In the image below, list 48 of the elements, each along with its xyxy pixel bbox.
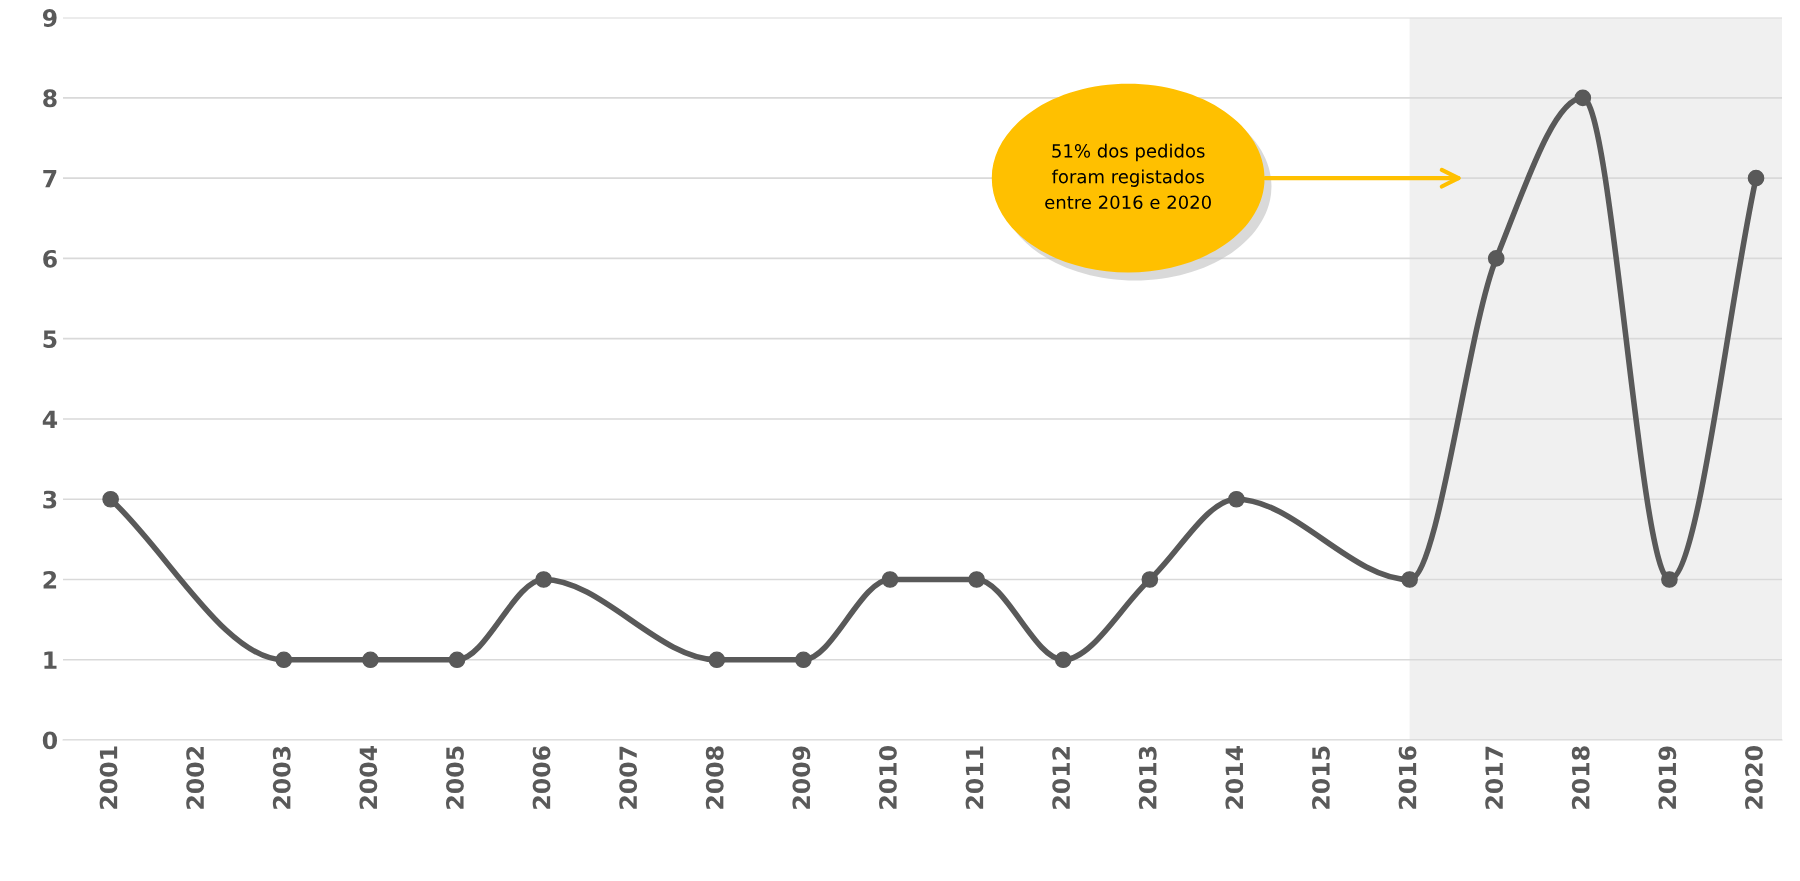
y-tick-label: 9: [42, 9, 57, 27]
x-tick-label: 2001: [99, 746, 118, 809]
point: [1574, 89, 1592, 107]
point: [881, 571, 899, 588]
point: [1747, 169, 1765, 187]
x-tick-label: 2020: [1745, 746, 1763, 809]
y-tick-label: 8: [43, 89, 57, 108]
x-tick-label: 2007: [619, 746, 638, 809]
point: [1661, 571, 1678, 588]
x-tick-label: 2004: [359, 745, 378, 809]
x-tick-label: 2016: [1398, 746, 1417, 809]
annotation: 51% dos pedidos foram registados entre 2016 e 2020: [1045, 143, 1211, 210]
y-tick-label: 4: [42, 410, 58, 428]
x-tick-label: 2003: [272, 746, 291, 809]
x-tick-label: 2009: [792, 746, 811, 809]
point: [1141, 571, 1159, 588]
y-tick-label: 5: [43, 330, 57, 348]
x-tick-label: 2019: [1658, 746, 1677, 809]
point: [968, 571, 985, 588]
y-tick-label: 6: [43, 249, 57, 268]
y-tick-label: 2: [43, 570, 57, 589]
x-tick-label: 2014: [1225, 745, 1244, 809]
point: [1228, 490, 1245, 508]
x-tick-label: 2006: [532, 746, 551, 809]
point: [708, 651, 726, 669]
x-tick-label: 2010: [879, 746, 897, 809]
y-tick-label: 7: [43, 169, 57, 188]
y-tick-label: 1: [44, 651, 57, 669]
point: [362, 651, 379, 669]
x-tick-label: 2002: [186, 746, 205, 809]
point: [1054, 651, 1072, 669]
x-tick-label: 2018: [1571, 746, 1590, 809]
y-tick-label: 3: [43, 490, 57, 509]
x-tick-label: 2012: [1052, 746, 1071, 809]
x-tick-label: 2005: [446, 746, 464, 809]
point: [795, 651, 812, 669]
x-tick-label: 2015: [1312, 746, 1330, 809]
x-tick-label: 2013: [1138, 746, 1157, 809]
y-tick-label: 0: [42, 731, 58, 750]
point: [275, 651, 293, 669]
point: [1401, 571, 1418, 588]
x-tick-label: 2017: [1485, 746, 1504, 809]
point: [448, 651, 466, 669]
point: [1487, 250, 1505, 267]
x-tick-label: 2011: [965, 746, 984, 809]
point: [102, 490, 119, 508]
x-tick-label: 2008: [705, 746, 724, 809]
point: [535, 571, 552, 588]
